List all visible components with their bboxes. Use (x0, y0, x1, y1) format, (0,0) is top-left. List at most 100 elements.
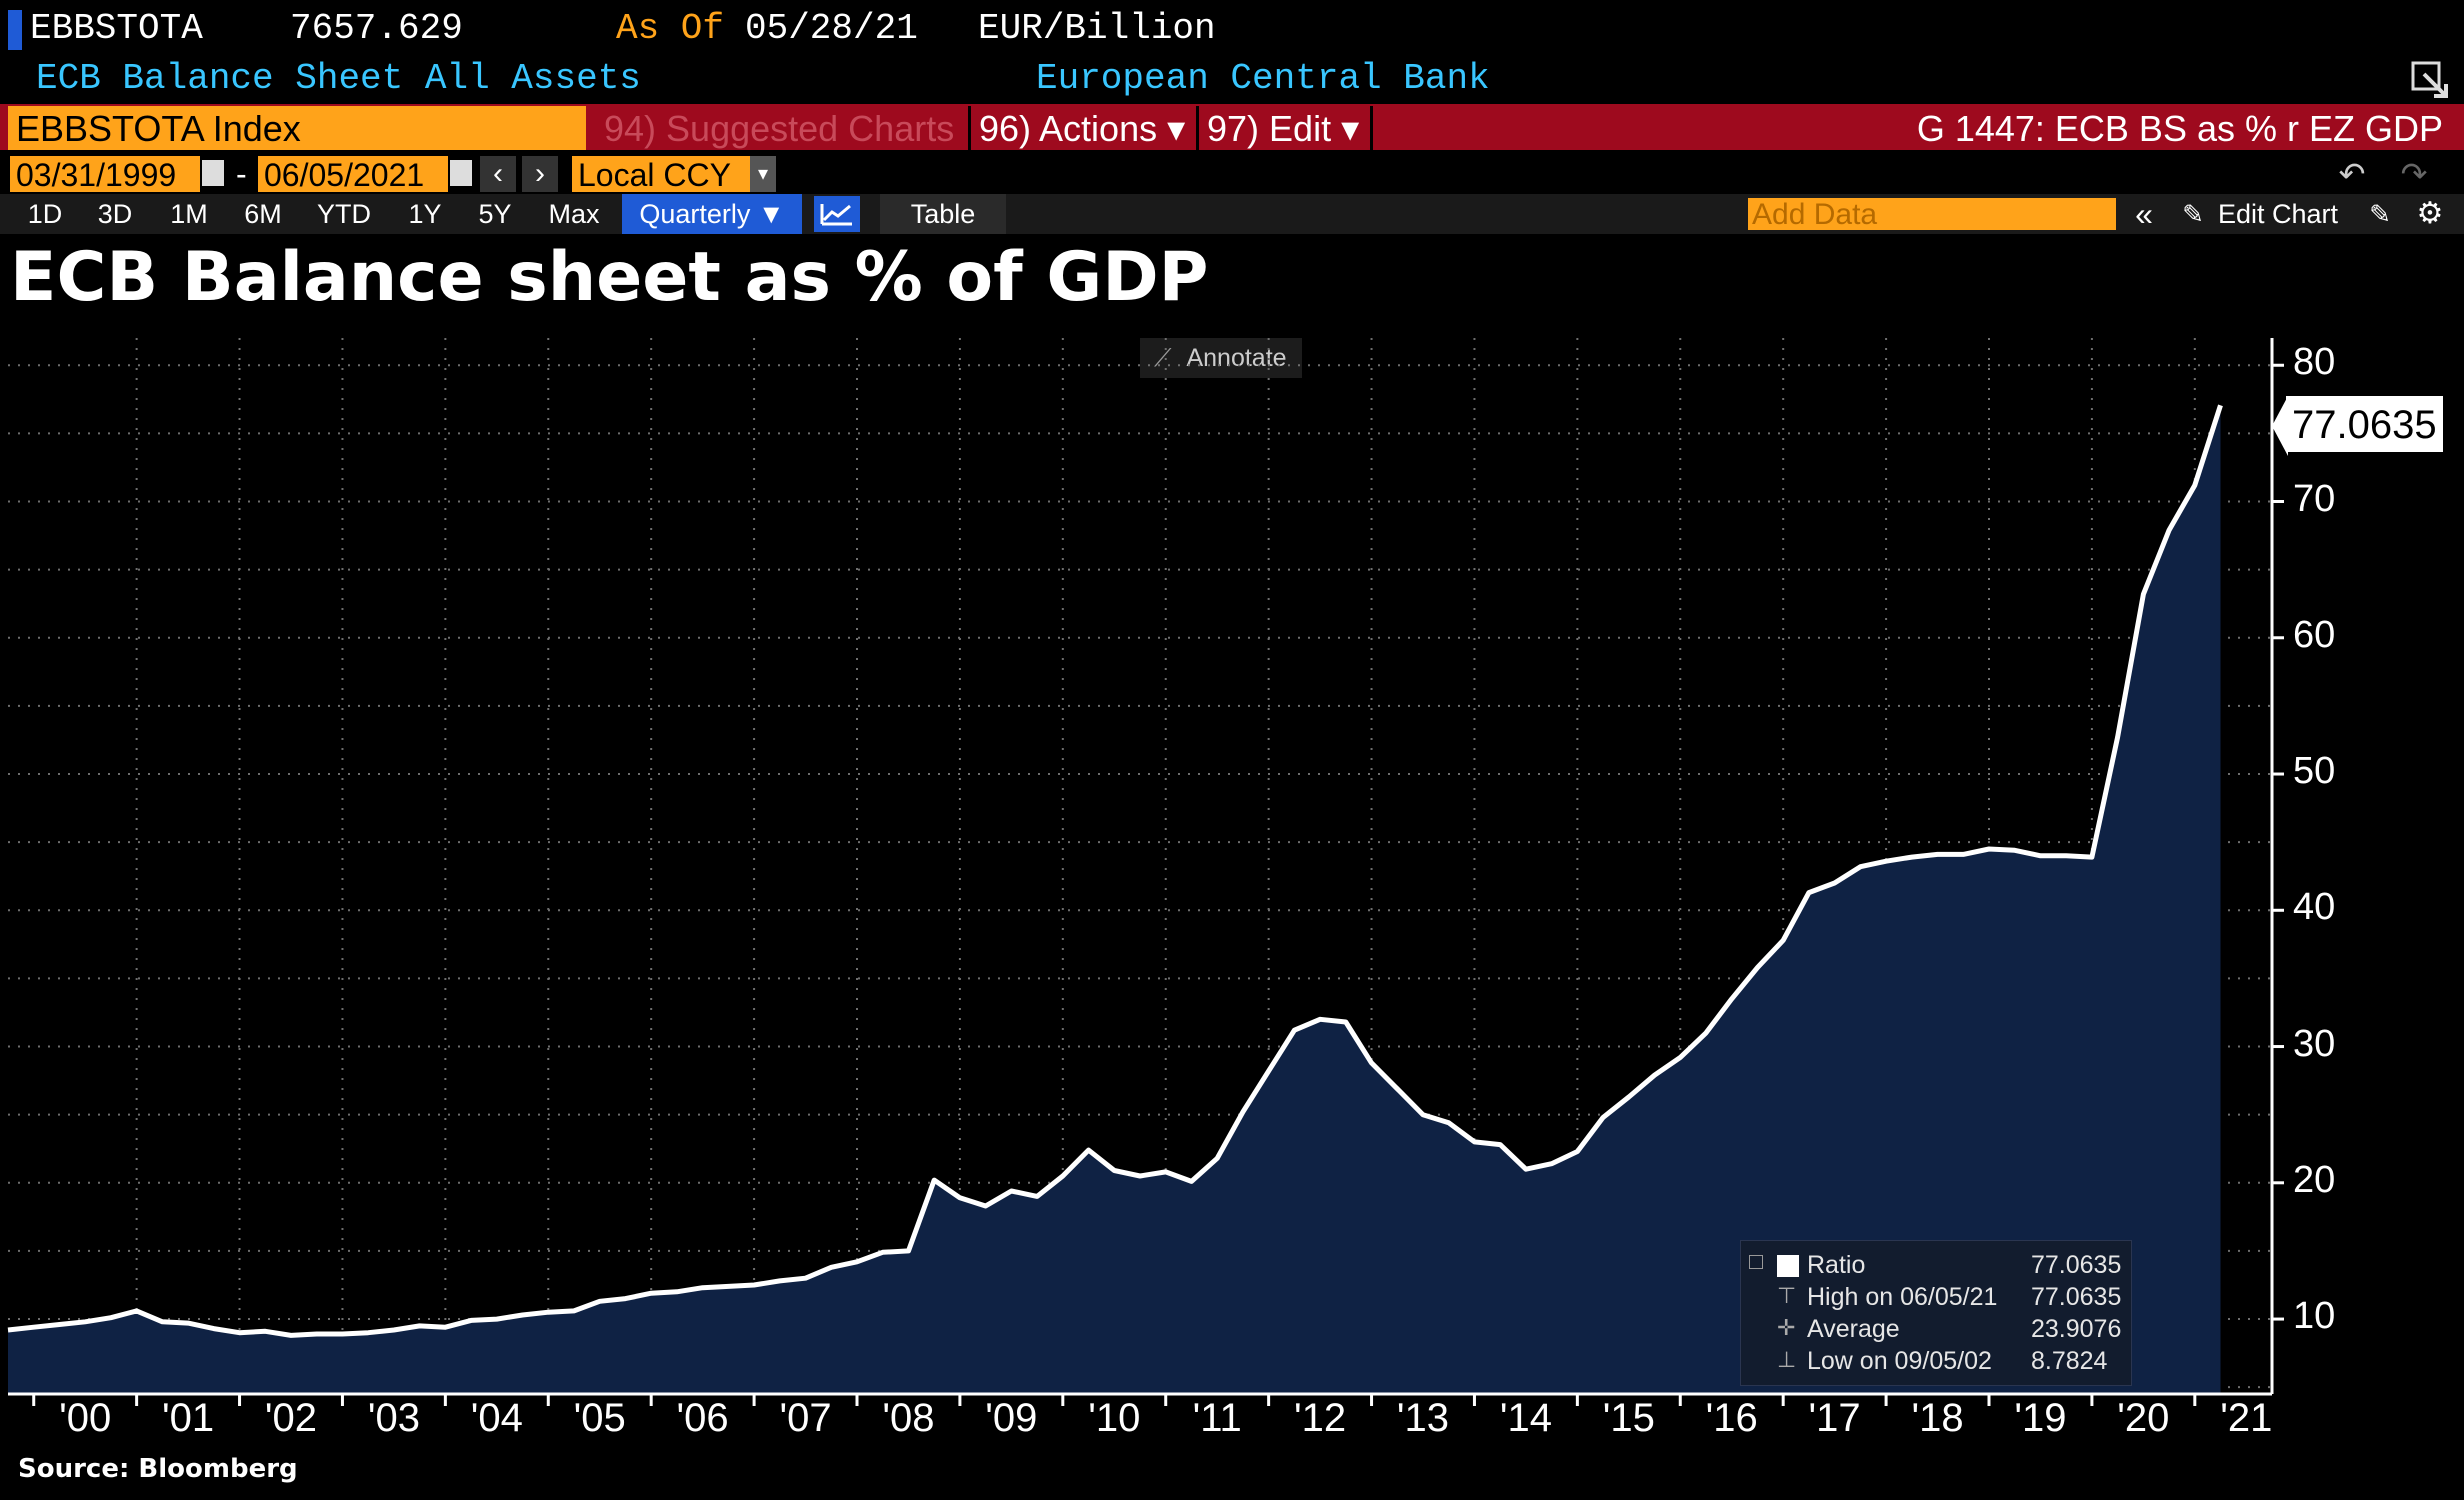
command-toolbar: EBBSTOTA Index 94) Suggested Charts 96) … (0, 102, 2464, 154)
security-input[interactable]: EBBSTOTA Index (8, 106, 586, 150)
legend-label: Average (1807, 1315, 1900, 1343)
popout-icon[interactable] (2410, 60, 2450, 100)
chart-title: ECB Balance sheet as % of GDP (10, 238, 1209, 317)
x-tick-label: '01 (162, 1396, 215, 1440)
x-tick-label: '16 (1705, 1396, 1758, 1440)
period-button-ytd[interactable]: YTD (317, 199, 371, 229)
x-tick-label: '13 (1396, 1396, 1450, 1440)
pencil-icon[interactable]: ✎ (2182, 199, 2204, 229)
chart-settings-icon[interactable]: ✎ (2369, 199, 2391, 229)
collapse-legend-icon[interactable] (1749, 1255, 1763, 1269)
x-tick-label: '00 (59, 1396, 112, 1440)
y-tick-label: 20 (2293, 1158, 2336, 1201)
legend-value: 77.0635 (2031, 1283, 2122, 1311)
start-date-input[interactable]: 03/31/1999 (10, 156, 200, 193)
edit-chart-button[interactable]: Edit Chart (2217, 199, 2339, 229)
y-tick-label: 30 (2293, 1022, 2336, 1065)
x-tick-label: '09 (985, 1396, 1038, 1440)
y-tick-label: 40 (2293, 886, 2336, 929)
callout-pointer (2272, 396, 2288, 456)
legend: Ratio 77.0635 ⊤ High on 06/05/21 77.0635… (1740, 1240, 2132, 1386)
ticker-marker (8, 10, 22, 50)
y-tick-label: 10 (2293, 1295, 2336, 1338)
x-tick-label: '12 (1294, 1396, 1347, 1440)
suggested-charts-button[interactable]: 94) Suggested Charts (604, 108, 955, 149)
chart-source: Source: Bloomberg (18, 1454, 298, 1484)
legend-value: 23.9076 (2031, 1315, 2122, 1343)
y-tick-label: 60 (2293, 613, 2336, 656)
x-tick-label: '20 (2117, 1396, 2170, 1440)
legend-value: 8.7824 (2031, 1347, 2108, 1375)
actions-menu[interactable]: 96) Actions ▾ (968, 106, 1188, 150)
average-icon: ✛ (1777, 1315, 1796, 1340)
x-tick-label: '05 (573, 1396, 626, 1440)
chart-axes (8, 338, 2284, 1406)
legend-swatch (1777, 1255, 1799, 1277)
period-button-3d[interactable]: 3D (97, 199, 133, 229)
add-data-input[interactable]: Add Data (1748, 198, 2116, 231)
x-tick-label: '08 (882, 1396, 935, 1440)
x-tick-label: '03 (367, 1396, 420, 1440)
legend-label: High on 06/05/21 (1807, 1283, 1998, 1311)
period-button-1d[interactable]: 1D (27, 199, 63, 229)
frequency-select[interactable]: Quarterly ▼ (622, 194, 802, 234)
chevron-right-icon[interactable]: › (522, 156, 558, 192)
chart-id: G 1447: ECB BS as % r EZ GDP (1370, 106, 2443, 150)
date-separator: - (236, 156, 247, 192)
y-tick-label: 80 (2293, 341, 2336, 384)
units: EUR/Billion (978, 8, 1216, 49)
series-line-ratio (7, 404, 2223, 1338)
legend-label: Low on 09/05/02 (1807, 1347, 1992, 1375)
x-tick-label: '06 (676, 1396, 729, 1440)
series-area-ratio (8, 405, 2221, 1394)
chevron-down-icon[interactable]: ▾ (750, 156, 776, 192)
as-of-date: 05/28/21 (745, 8, 918, 49)
annotate-label: Annotate (1186, 344, 1287, 372)
period-button-1m[interactable]: 1M (170, 199, 208, 229)
x-tick-label: '14 (1499, 1396, 1552, 1440)
period-button-6m[interactable]: 6M (244, 199, 282, 229)
table-button[interactable]: Table (880, 194, 1006, 234)
period-toolbar: 1D 3D 1M 6M YTD 1Y 5Y Max Quarterly ▼ Ta… (0, 194, 2464, 234)
undo-icon[interactable]: ↶ (2338, 156, 2366, 192)
low-icon: ⊥ (1777, 1347, 1797, 1372)
collapse-icon[interactable]: « (2135, 196, 2153, 232)
x-tick-label: '10 (1088, 1396, 1141, 1440)
y-tick-label: 70 (2293, 477, 2336, 520)
calendar-icon[interactable] (202, 160, 224, 186)
period-button-1y[interactable]: 1Y (408, 199, 442, 229)
legend-value: 77.0635 (2031, 1251, 2122, 1279)
x-tick-label: '15 (1602, 1396, 1655, 1440)
as-of-label: As Of (616, 8, 725, 49)
x-tick-label: '17 (1808, 1396, 1861, 1440)
x-tick-label: '19 (2014, 1396, 2067, 1440)
annotate-button[interactable]: ⟋ Annotate (1140, 338, 1302, 378)
period-button-5y[interactable]: 5Y (478, 199, 512, 229)
x-tick-label: '11 (1192, 1396, 1242, 1440)
period-button-max[interactable]: Max (548, 199, 600, 229)
redo-icon[interactable]: ↷ (2400, 156, 2428, 192)
end-date-input[interactable]: 06/05/2021 (258, 156, 448, 193)
currency-select[interactable]: Local CCY (572, 156, 750, 193)
chevron-left-icon[interactable]: ‹ (480, 156, 516, 192)
x-tick-label: '21 (2220, 1396, 2273, 1440)
x-tick-label: '18 (1911, 1396, 1964, 1440)
description: ECB Balance Sheet All Assets (36, 58, 641, 99)
last-value-label: 77.0635 (2286, 396, 2443, 452)
security-header: EBBSTOTA 7657.629 As Of 05/28/21 EUR/Bil… (0, 0, 2464, 58)
source-name: European Central Bank (1036, 58, 1490, 99)
legend-label: Ratio (1807, 1251, 1866, 1279)
date-range-bar: 03/31/1999 - 06/05/2021 ‹ › Local CCY ▾ … (0, 154, 2464, 194)
ticker: EBBSTOTA (30, 8, 203, 49)
last-value: 7657.629 (290, 8, 463, 49)
x-tick-label: '04 (470, 1396, 523, 1440)
x-tick-label: '07 (779, 1396, 832, 1440)
calendar-icon[interactable] (450, 160, 472, 186)
line-chart-icon[interactable] (814, 196, 860, 232)
x-tick-label: '02 (264, 1396, 318, 1440)
y-tick-label: 50 (2293, 750, 2336, 793)
edit-menu[interactable]: 97) Edit ▾ (1196, 106, 1366, 150)
security-description: ECB Balance Sheet All Assets European Ce… (0, 58, 2464, 102)
gear-icon[interactable]: ⚙ (2416, 197, 2444, 230)
